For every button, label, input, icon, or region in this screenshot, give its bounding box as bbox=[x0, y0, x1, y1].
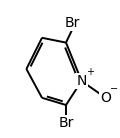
Text: O: O bbox=[100, 91, 111, 105]
Text: N: N bbox=[76, 74, 87, 88]
Text: Br: Br bbox=[64, 16, 80, 30]
Text: +: + bbox=[86, 67, 94, 77]
Text: Br: Br bbox=[58, 116, 74, 130]
Text: −: − bbox=[110, 84, 118, 94]
